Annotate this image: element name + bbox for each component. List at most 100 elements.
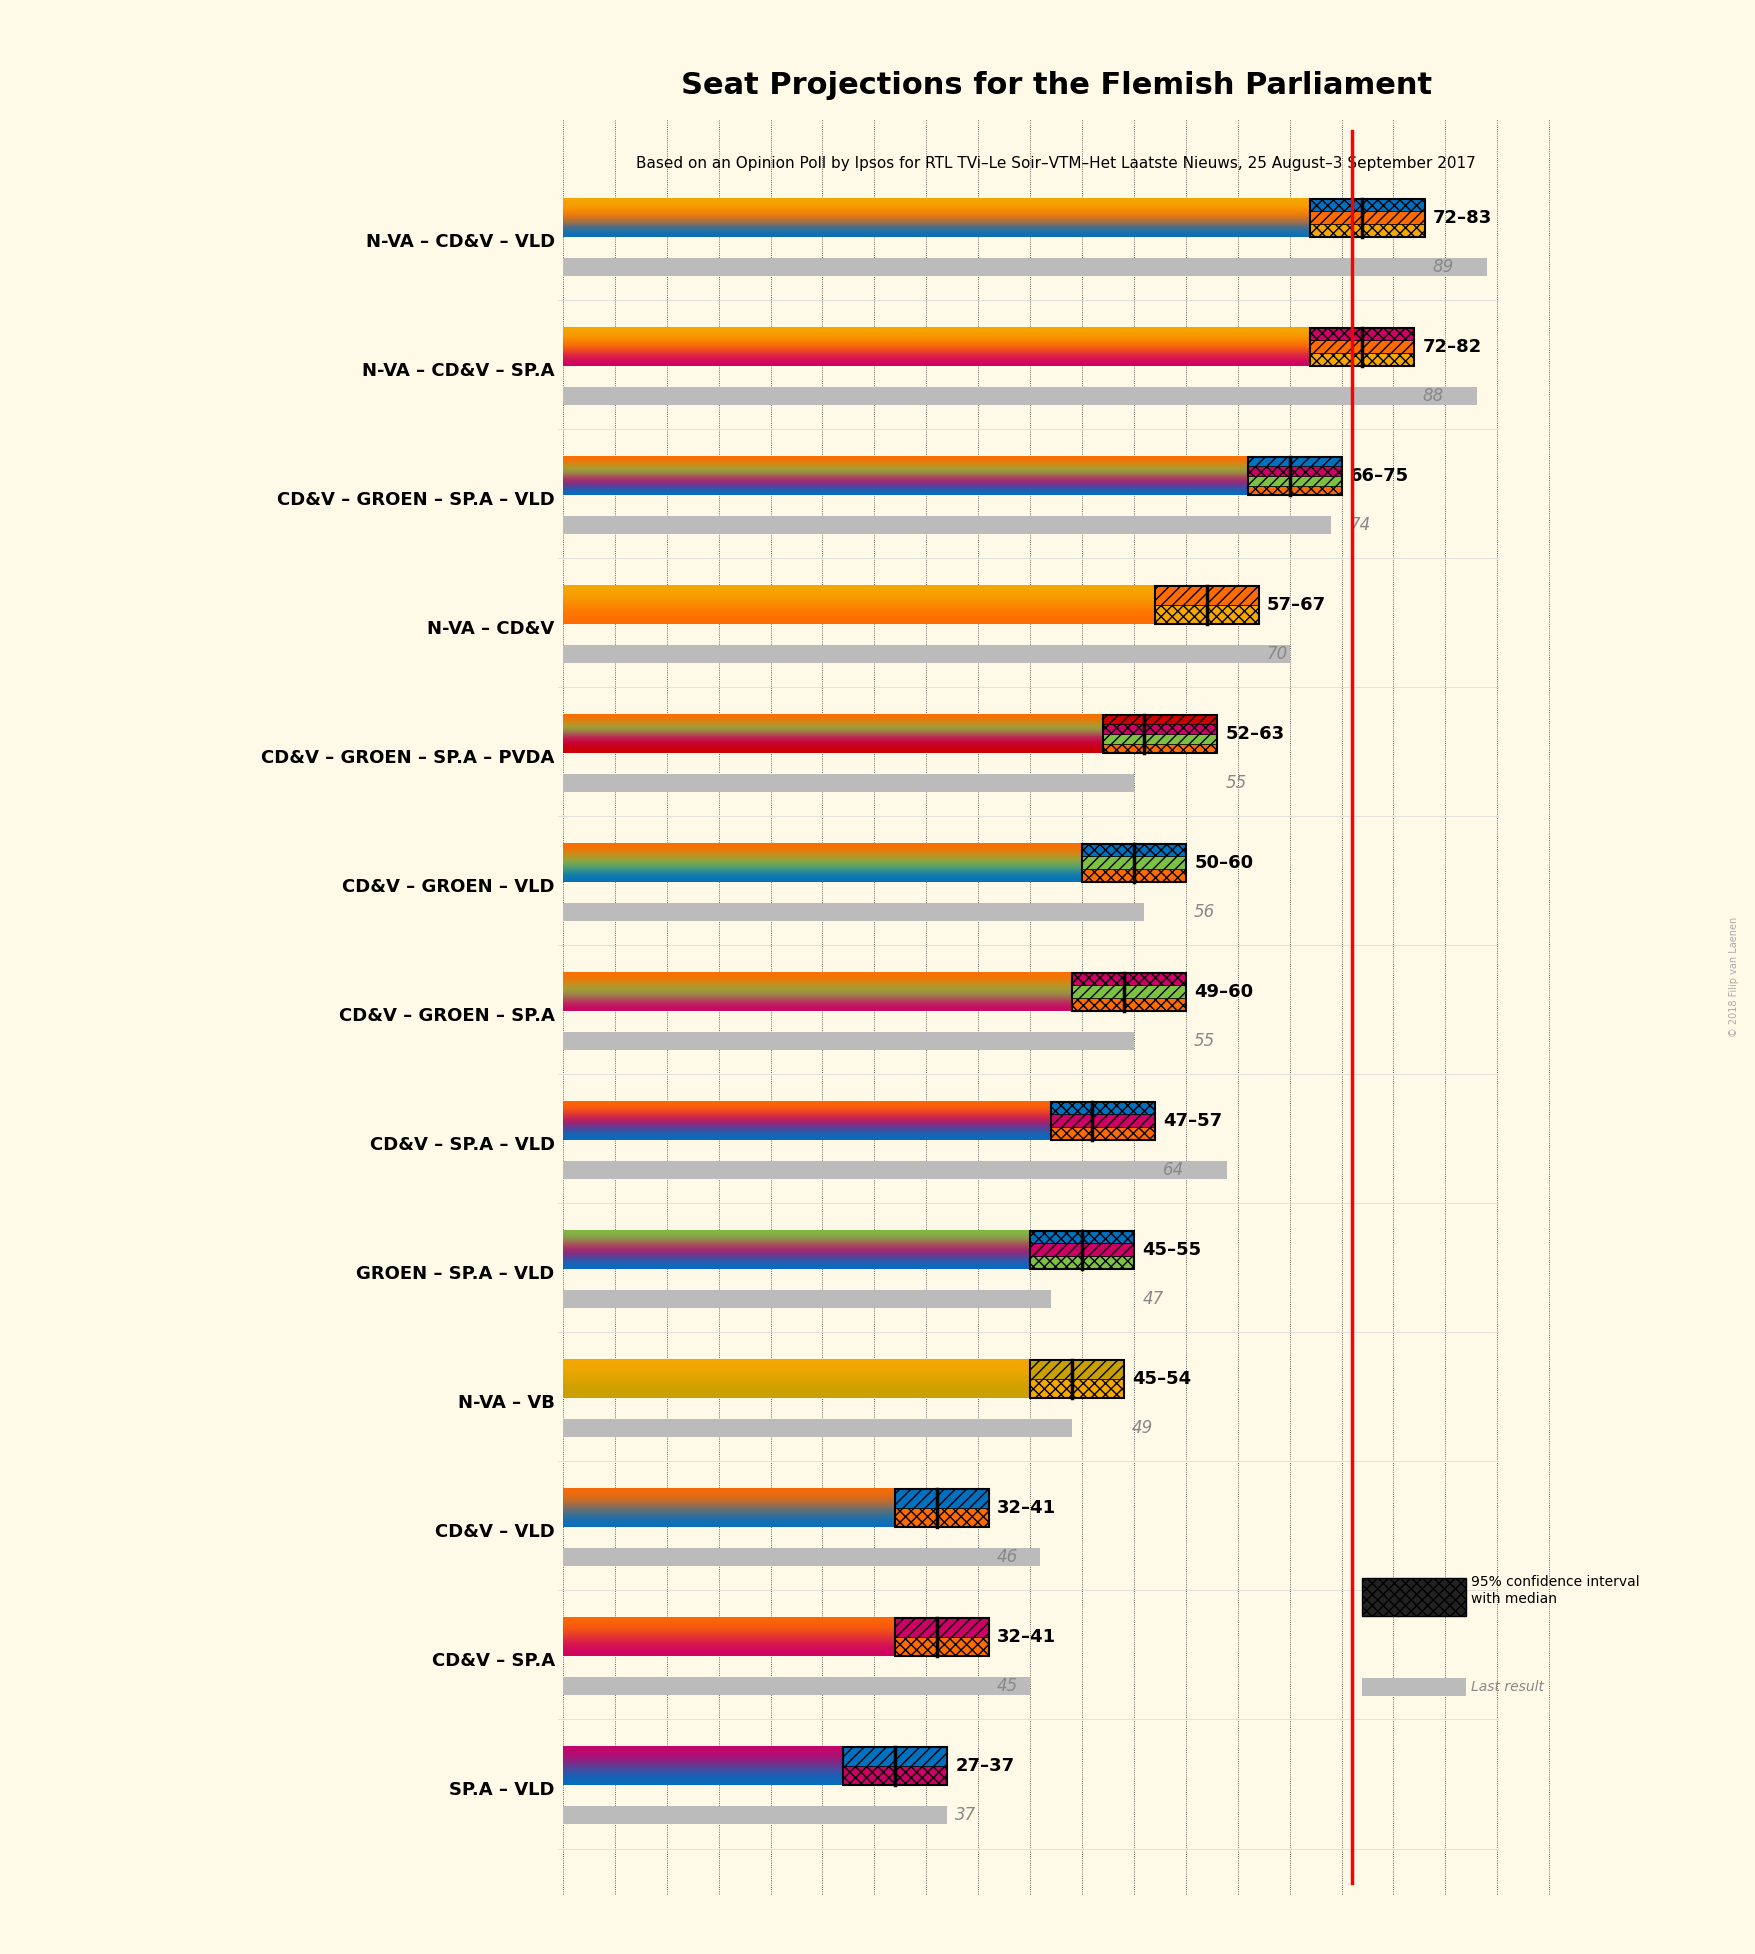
- Text: 72–82: 72–82: [1423, 338, 1481, 356]
- Bar: [842, 1766, 948, 1786]
- Bar: [1072, 973, 1186, 1012]
- Bar: [1311, 199, 1425, 236]
- Text: 66–75: 66–75: [1350, 467, 1409, 485]
- Bar: [1155, 586, 1258, 623]
- Bar: [563, 387, 1476, 404]
- Bar: [1051, 1127, 1155, 1141]
- Text: CD&V – VLD: CD&V – VLD: [435, 1524, 555, 1542]
- Bar: [1030, 1360, 1123, 1380]
- Bar: [1030, 1231, 1134, 1243]
- Text: 32–41: 32–41: [997, 1499, 1057, 1516]
- Text: N-VA – CD&V – VLD: N-VA – CD&V – VLD: [365, 233, 555, 252]
- Text: CD&V – SP.A: CD&V – SP.A: [432, 1653, 555, 1671]
- Text: 95% confidence interval
with median: 95% confidence interval with median: [1471, 1575, 1639, 1606]
- Bar: [1311, 211, 1425, 225]
- Bar: [1030, 1380, 1123, 1399]
- Bar: [563, 645, 1290, 662]
- Bar: [895, 1508, 988, 1528]
- Text: 55: 55: [1193, 1032, 1216, 1049]
- Text: 45–54: 45–54: [1132, 1370, 1192, 1387]
- Bar: [1311, 340, 1415, 354]
- Text: Based on an Opinion Poll by Ipsos for RTL TVi–Le Soir–VTM–Het Laatste Nieuws, 25: Based on an Opinion Poll by Ipsos for RT…: [637, 156, 1476, 172]
- Bar: [1083, 870, 1186, 883]
- Bar: [1362, 1577, 1465, 1616]
- Text: 74: 74: [1350, 516, 1371, 533]
- Bar: [842, 1747, 948, 1766]
- Bar: [895, 1618, 988, 1637]
- Bar: [1248, 457, 1341, 494]
- Text: CD&V – GROEN – SP.A – PVDA: CD&V – GROEN – SP.A – PVDA: [261, 750, 555, 768]
- Bar: [1051, 1102, 1155, 1114]
- Text: 47–57: 47–57: [1164, 1112, 1221, 1129]
- Bar: [1083, 844, 1186, 883]
- Bar: [563, 1805, 948, 1823]
- Bar: [1102, 744, 1216, 752]
- Bar: [563, 1548, 1041, 1565]
- Text: CD&V – GROEN – SP.A – VLD: CD&V – GROEN – SP.A – VLD: [277, 490, 555, 510]
- Bar: [1051, 1102, 1155, 1141]
- Bar: [563, 1032, 1134, 1049]
- Text: 70: 70: [1267, 645, 1288, 662]
- Bar: [1248, 467, 1341, 477]
- Bar: [1311, 225, 1425, 236]
- Text: 52–63: 52–63: [1225, 725, 1285, 743]
- Bar: [895, 1489, 988, 1528]
- Bar: [1051, 1114, 1155, 1127]
- Text: © 2018 Filip van Laenen: © 2018 Filip van Laenen: [1729, 916, 1739, 1038]
- Bar: [1102, 715, 1216, 725]
- Bar: [895, 1489, 988, 1508]
- Text: Seat Projections for the Flemish Parliament: Seat Projections for the Flemish Parliam…: [681, 72, 1432, 100]
- Bar: [1248, 477, 1341, 485]
- Bar: [563, 516, 1332, 533]
- Bar: [1102, 715, 1216, 752]
- Bar: [563, 1290, 1051, 1307]
- Text: 89: 89: [1432, 258, 1455, 276]
- Bar: [1072, 998, 1186, 1012]
- Bar: [1311, 354, 1415, 365]
- Text: CD&V – GROEN – SP.A: CD&V – GROEN – SP.A: [339, 1008, 555, 1026]
- Text: 32–41: 32–41: [997, 1628, 1057, 1645]
- Text: 45: 45: [997, 1677, 1018, 1694]
- Text: N-VA – VB: N-VA – VB: [458, 1395, 555, 1413]
- Text: GROEN – SP.A – VLD: GROEN – SP.A – VLD: [356, 1266, 555, 1284]
- Bar: [563, 774, 1134, 791]
- Text: 45–55: 45–55: [1143, 1241, 1202, 1258]
- Bar: [1030, 1256, 1134, 1270]
- Bar: [563, 903, 1144, 920]
- Bar: [1155, 586, 1258, 606]
- Bar: [1072, 985, 1186, 998]
- Bar: [1248, 485, 1341, 494]
- Bar: [1083, 844, 1186, 856]
- Bar: [1030, 1231, 1134, 1270]
- Bar: [1155, 606, 1258, 623]
- Bar: [895, 1618, 988, 1657]
- Bar: [1362, 1678, 1465, 1696]
- Text: N-VA – CD&V: N-VA – CD&V: [428, 619, 555, 639]
- Bar: [1311, 328, 1415, 365]
- Bar: [895, 1637, 988, 1657]
- Bar: [1311, 328, 1415, 340]
- Text: Last result: Last result: [1471, 1680, 1544, 1694]
- Bar: [1311, 199, 1425, 211]
- Bar: [563, 1419, 1072, 1436]
- Bar: [563, 1161, 1227, 1178]
- Text: 72–83: 72–83: [1432, 209, 1492, 227]
- Text: 47: 47: [1143, 1290, 1164, 1307]
- Text: 49: 49: [1132, 1419, 1153, 1436]
- Bar: [1030, 1243, 1134, 1256]
- Bar: [1102, 725, 1216, 735]
- Text: 46: 46: [997, 1548, 1018, 1565]
- Text: CD&V – SP.A – VLD: CD&V – SP.A – VLD: [370, 1137, 555, 1155]
- Text: 37: 37: [955, 1805, 976, 1823]
- Text: 49–60: 49–60: [1193, 983, 1253, 1000]
- Text: 88: 88: [1423, 387, 1444, 404]
- Bar: [1248, 457, 1341, 467]
- Text: CD&V – GROEN – VLD: CD&V – GROEN – VLD: [342, 879, 555, 897]
- Bar: [563, 258, 1486, 276]
- Text: SP.A – VLD: SP.A – VLD: [449, 1782, 555, 1800]
- Bar: [842, 1747, 948, 1786]
- Text: 64: 64: [1164, 1161, 1185, 1178]
- Text: 50–60: 50–60: [1193, 854, 1253, 871]
- Bar: [1072, 973, 1186, 985]
- Bar: [1102, 735, 1216, 744]
